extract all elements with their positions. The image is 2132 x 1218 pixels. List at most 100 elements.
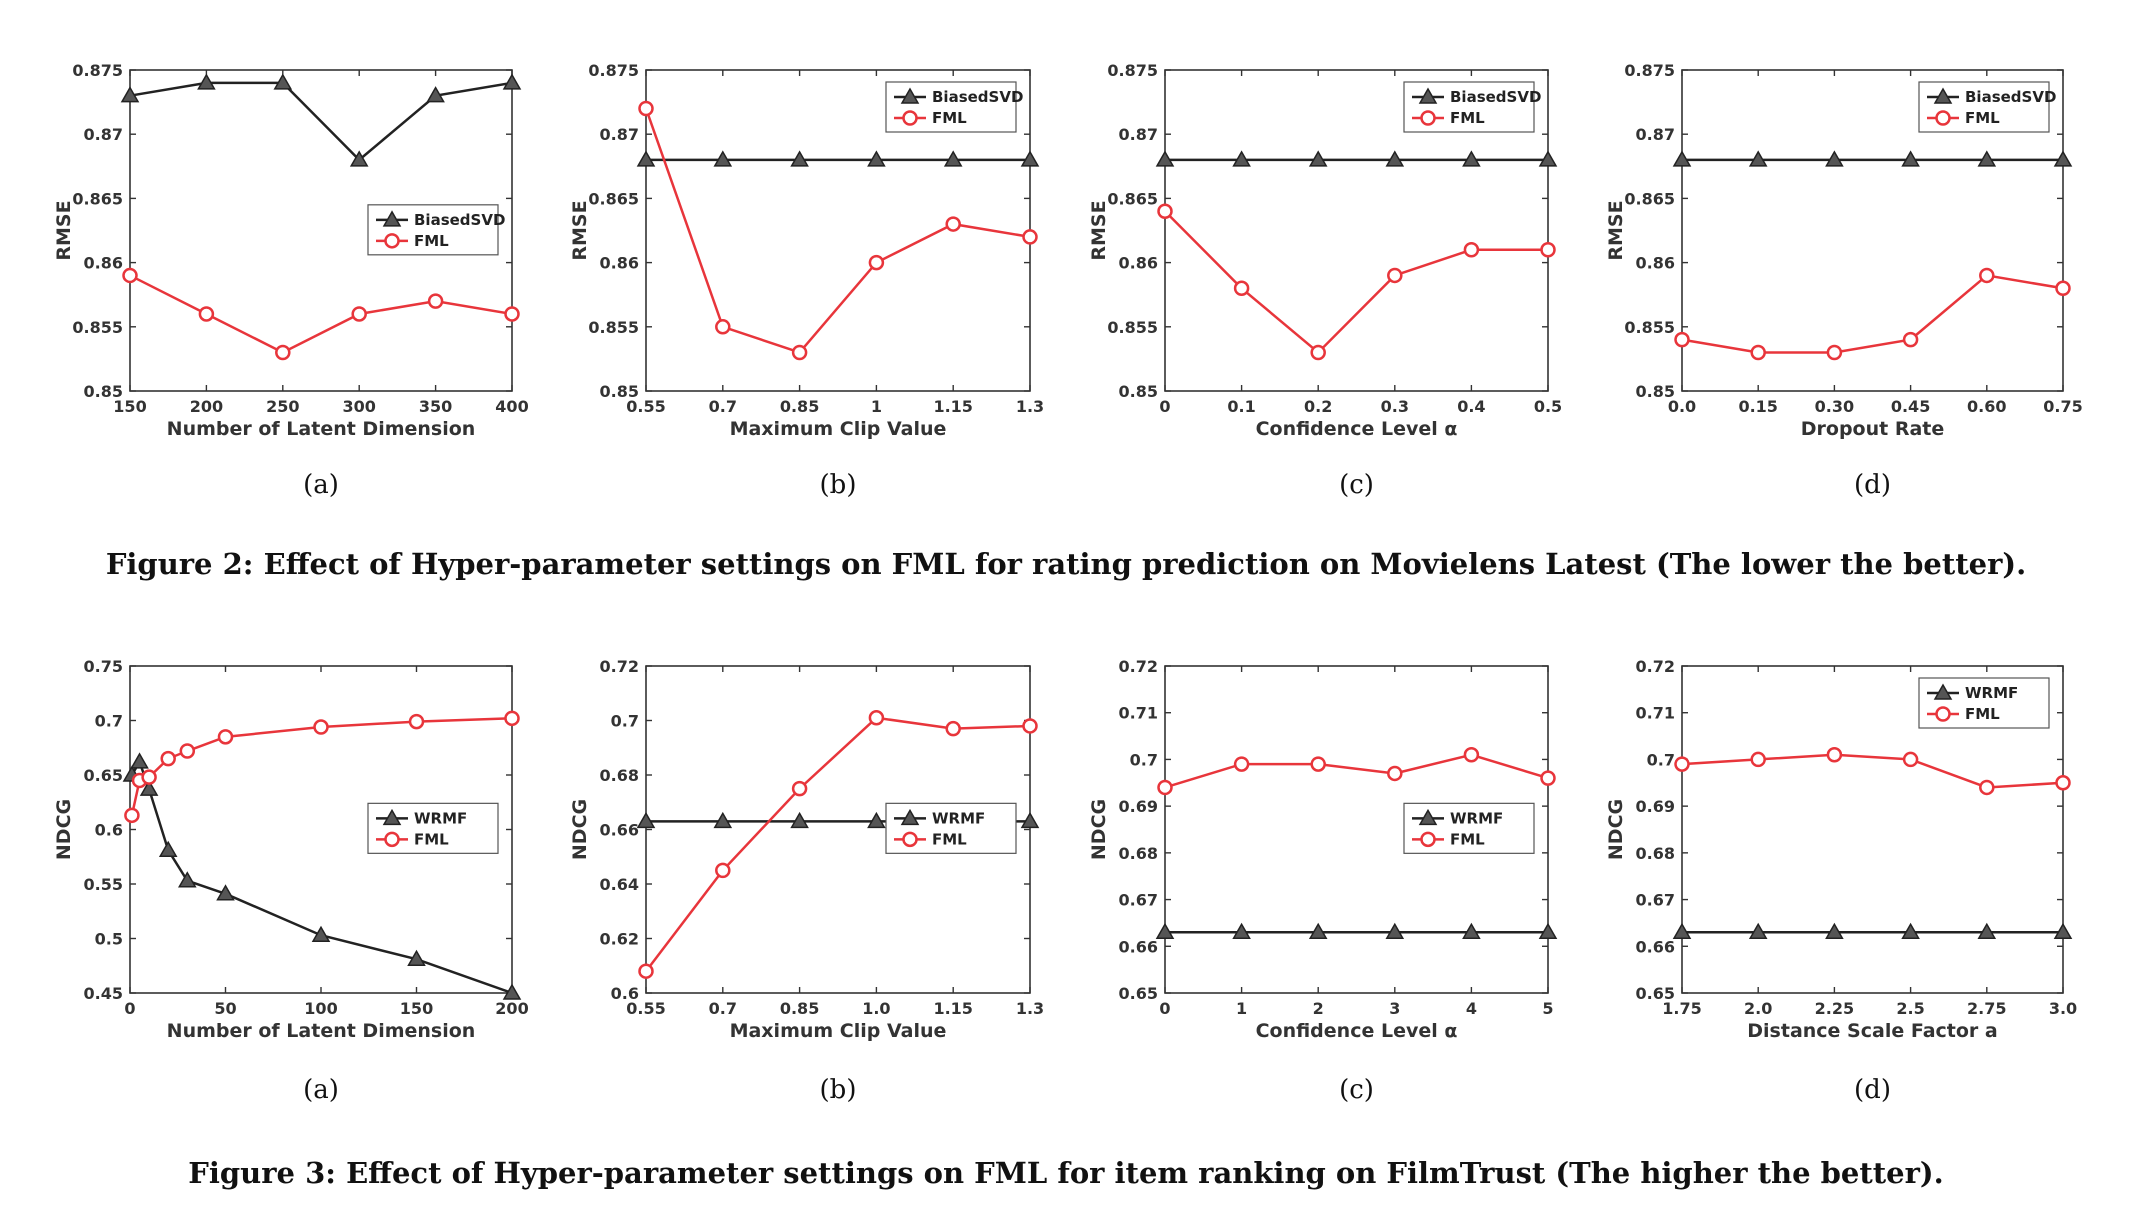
fig3-d-fml-point	[1979, 779, 1995, 796]
fig3-b-legend-marker	[902, 831, 918, 848]
fig2-d-chart: 0.85 0.855 0.86 0.865 0.87 0.875 0.0 0.15 0.30 0.…	[1605, 61, 2083, 500]
fig3-c-fml-point	[1233, 756, 1250, 772]
fig2-b-legend: BiasedSVD FML	[885, 81, 1023, 133]
fig2-d-biasedsvd-point	[1901, 150, 1920, 167]
fig3-a-ytick-label: 0.75	[84, 657, 123, 676]
fig3-c-ytick-label: 0.7	[1130, 750, 1158, 769]
fig2-d-legend-marker	[1935, 110, 1951, 126]
fig3-a-legend-label-fml: FML	[414, 830, 449, 848]
fig3-d-legend-label-fml: FML	[1965, 705, 2000, 723]
fig2-c-ytick-label: 0.86	[1119, 254, 1158, 273]
fig3-b-legend: WRMF FML	[885, 802, 1017, 854]
fig2-b-ytick-label: 0.86	[600, 254, 639, 273]
fig2-b-fml-point	[791, 344, 808, 361]
fig2-b-ytick-label: 0.865	[588, 189, 639, 208]
fig3-d-wrmf-point	[2053, 922, 2073, 940]
fig3-c-xtick-label: 2	[1313, 999, 1324, 1018]
fig3-b-wrmf-point	[867, 811, 886, 829]
fig3-d-wrmf-point	[1748, 922, 1768, 940]
fig2-d-xtick-label: 0.60	[1967, 397, 2006, 416]
figure-2-caption: Figure 2: Effect of Hyper-parameter sett…	[106, 547, 2026, 581]
fig3-a-ytick-label: 0.5	[95, 930, 123, 949]
fig3-c-ytick-label: 0.65	[1119, 984, 1158, 1003]
fig2-b-x-axis-title: Maximum Clip Value	[730, 418, 947, 440]
fig2-c-legend: BiasedSVD FML	[1403, 81, 1541, 133]
fig2-b-xtick-label: 0.85	[780, 397, 819, 416]
fig3-c-fml-point	[1157, 779, 1173, 796]
fig3-b-xtick-label: 0.7	[709, 999, 737, 1018]
fig2-a-fml-point	[275, 344, 291, 361]
fig3-d-fml-point	[1674, 756, 1690, 772]
fig2-b-xtick-label: 1	[871, 397, 882, 416]
fig3-c-fml-point	[1310, 756, 1326, 772]
fig3-b-series-fml-line	[645, 716, 1031, 972]
fig3-d-wrmf-point	[1672, 922, 1692, 940]
fig3-c-xtick-label: 0	[1159, 999, 1170, 1018]
fig3-b-xtick-label: 0.55	[626, 999, 665, 1018]
fig3-d-legend-label-wrmf: WRMF	[1965, 684, 2018, 702]
fig2-c-ytick-label: 0.87	[1119, 125, 1158, 144]
fig2-b-legend-marker	[900, 87, 920, 104]
fig2-a-biasedsvd-point	[197, 73, 216, 90]
fig2-b-series-fml-line	[644, 108, 1031, 354]
fig3-d-legend: WRMF FML	[1918, 677, 2050, 729]
fig2-a-ytick-label: 0.855	[72, 318, 123, 337]
fig3-c-y-axis-title: NDCG	[1088, 799, 1110, 860]
fig2-a-fml-point	[351, 306, 367, 322]
fig2-b-ytick-label: 0.87	[600, 125, 639, 144]
fig3-a-fml-point	[179, 743, 196, 759]
fig2-c-fml-point	[1463, 242, 1480, 258]
fig2-d-fml-point	[1979, 267, 1995, 284]
fig2-b-biasedsvd-point	[713, 150, 733, 167]
fig3-a-ytick-label: 0.7	[95, 712, 123, 731]
fig3-d-xtick-label: 1.75	[1662, 999, 1701, 1018]
fig3-d-wrmf-point	[1901, 922, 1920, 940]
fig3-b-ytick-label: 0.6	[611, 984, 639, 1003]
fig2-b-legend-label-fml: FML	[932, 109, 967, 127]
fig3-d-wrmf-point	[1977, 922, 1997, 940]
fig2-b-xtick-label: 0.55	[626, 397, 665, 416]
fig3-d-fml-point	[1902, 751, 1919, 768]
fig2-d-xtick-label: 0.45	[1891, 397, 1930, 416]
fig3-b-y-axis-title: NDCG	[569, 799, 591, 860]
fig2-d-series-fml-line	[1681, 274, 2064, 354]
fig3-d-ytick-label: 0.65	[1636, 984, 1675, 1003]
fig2-c-xtick-label: 0.4	[1457, 397, 1485, 416]
fig3-c-wrmf-point	[1155, 922, 1175, 940]
fig3-c-wrmf-point	[1462, 922, 1481, 940]
fig2-b-biasedsvd-point	[867, 150, 886, 167]
fig3-b-legend-label-fml: FML	[932, 830, 967, 848]
fig2-c-ytick-label: 0.85	[1119, 382, 1158, 401]
fig3-d-ytick-label: 0.66	[1636, 937, 1675, 956]
fig2-b-legend-label-biasedsvd: BiasedSVD	[932, 88, 1023, 106]
fig2-a-legend-label-fml: FML	[414, 232, 449, 250]
fig2-c-biasedsvd-point	[1308, 150, 1328, 167]
fig2-a-biasedsvd-point	[426, 86, 445, 103]
fig2-b-biasedsvd-point	[636, 150, 656, 167]
fig3-d-ytick-label: 0.72	[1636, 657, 1675, 676]
fig2-b-fml-point	[638, 100, 654, 117]
fig2-c-fml-point	[1387, 267, 1403, 284]
fig3-c-wrmf-point	[1232, 922, 1251, 940]
fig2-d-ytick-label: 0.875	[1624, 61, 1675, 80]
fig3-a-wrmf-point	[158, 840, 178, 857]
fig3-a-wrmf-point	[311, 925, 331, 942]
fig2-b-y-axis-title: RMSE	[569, 200, 591, 260]
fig3-b-xtick-label: 1.15	[933, 999, 972, 1018]
fig3-a-fml-point	[504, 710, 520, 727]
fig2-c-series-fml-line	[1164, 210, 1548, 355]
fig2-d-xtick-label: 0.30	[1815, 397, 1854, 416]
fig2-c-biasedsvd-point	[1462, 150, 1481, 167]
fig3-d-wrmf-point	[1825, 922, 1844, 940]
fig2-b-biasedsvd-point	[943, 150, 963, 167]
fig2-d-biasedsvd-point	[2053, 150, 2073, 167]
fig3-d-ytick-label: 0.68	[1636, 844, 1675, 863]
fig2-b-xtick-label: 0.7	[709, 397, 737, 416]
fig3-a-wrmf-point	[130, 752, 149, 769]
fig2-a-legend-marker	[382, 210, 402, 227]
fig3-b-ytick-label: 0.66	[600, 821, 639, 840]
fig2-a-legend-marker	[384, 233, 400, 249]
fig2-a-biasedsvd-point	[349, 150, 369, 167]
fig2-b-biasedsvd-point	[790, 150, 809, 167]
fig2-a-x-axis-title: Number of Latent Dimension	[167, 418, 476, 440]
